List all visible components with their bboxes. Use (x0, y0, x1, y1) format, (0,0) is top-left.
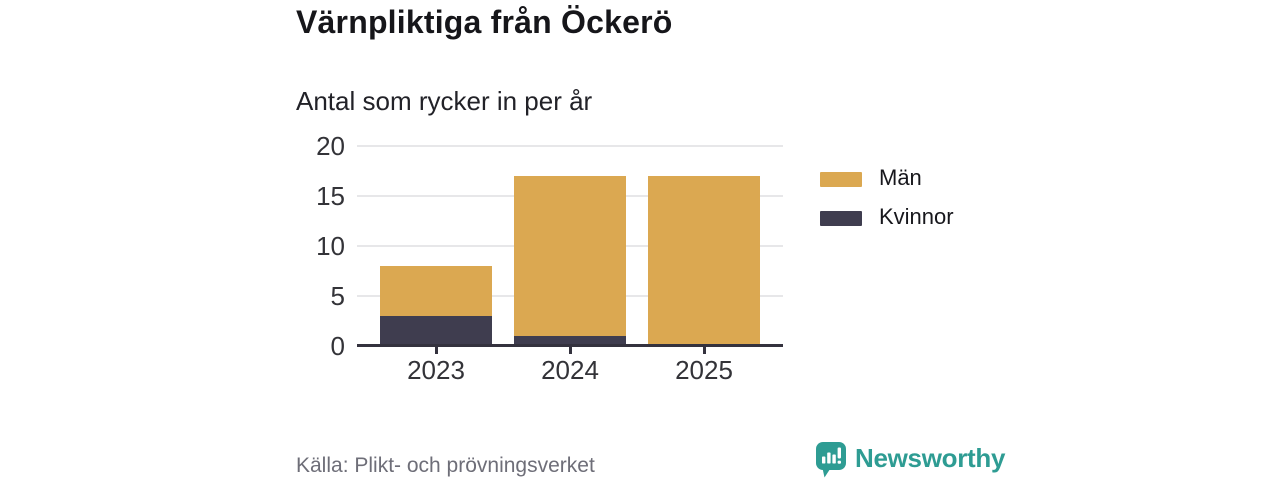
y-tick-label-15: 15 (316, 181, 345, 211)
brand-name: Newsworthy (855, 443, 1006, 473)
legend-label-men: Män (879, 165, 922, 190)
x-axis-tick-2024 (568, 347, 572, 354)
bar-segment-men-2023 (380, 266, 492, 316)
page-title: Värnpliktiga från Öckerö (296, 4, 673, 40)
bar-segment-men-2024 (514, 176, 626, 336)
bar-2023 (380, 266, 492, 346)
brand-logo: Newsworthy (815, 441, 1005, 478)
plot-area (357, 145, 783, 354)
legend: Män Kvinnor (820, 165, 954, 230)
x-axis-tick-2023 (434, 347, 438, 354)
x-tick-label-2023: 2023 (407, 355, 465, 385)
x-axis-tick-2025 (702, 347, 706, 354)
gridline-y-20 (357, 145, 783, 147)
y-tick-label-10: 10 (316, 231, 345, 261)
legend-label-women: Kvinnor (879, 204, 954, 229)
y-tick-label-0: 0 (330, 331, 345, 361)
legend-item-women: Kvinnor (820, 204, 954, 230)
x-tick-label-2024: 2024 (541, 355, 599, 385)
x-axis-line (357, 344, 783, 347)
chart-subtitle: Antal som rycker in per år (296, 86, 593, 116)
bar-2024 (514, 176, 626, 346)
bar-2025 (648, 176, 760, 346)
newsworthy-icon (816, 442, 846, 478)
women-color-swatch (820, 210, 862, 226)
bar-segment-women-2024 (514, 336, 626, 346)
y-tick-label-20: 20 (316, 131, 345, 161)
legend-item-men: Män (820, 165, 954, 191)
men-color-swatch (820, 171, 862, 187)
source-note: Källa: Plikt- och prövningsverket (296, 454, 595, 477)
bar-segment-women-2023 (380, 316, 492, 346)
x-tick-label-2025: 2025 (675, 355, 733, 385)
bar-segment-men-2025 (648, 176, 760, 346)
y-tick-label-5: 5 (330, 281, 345, 311)
